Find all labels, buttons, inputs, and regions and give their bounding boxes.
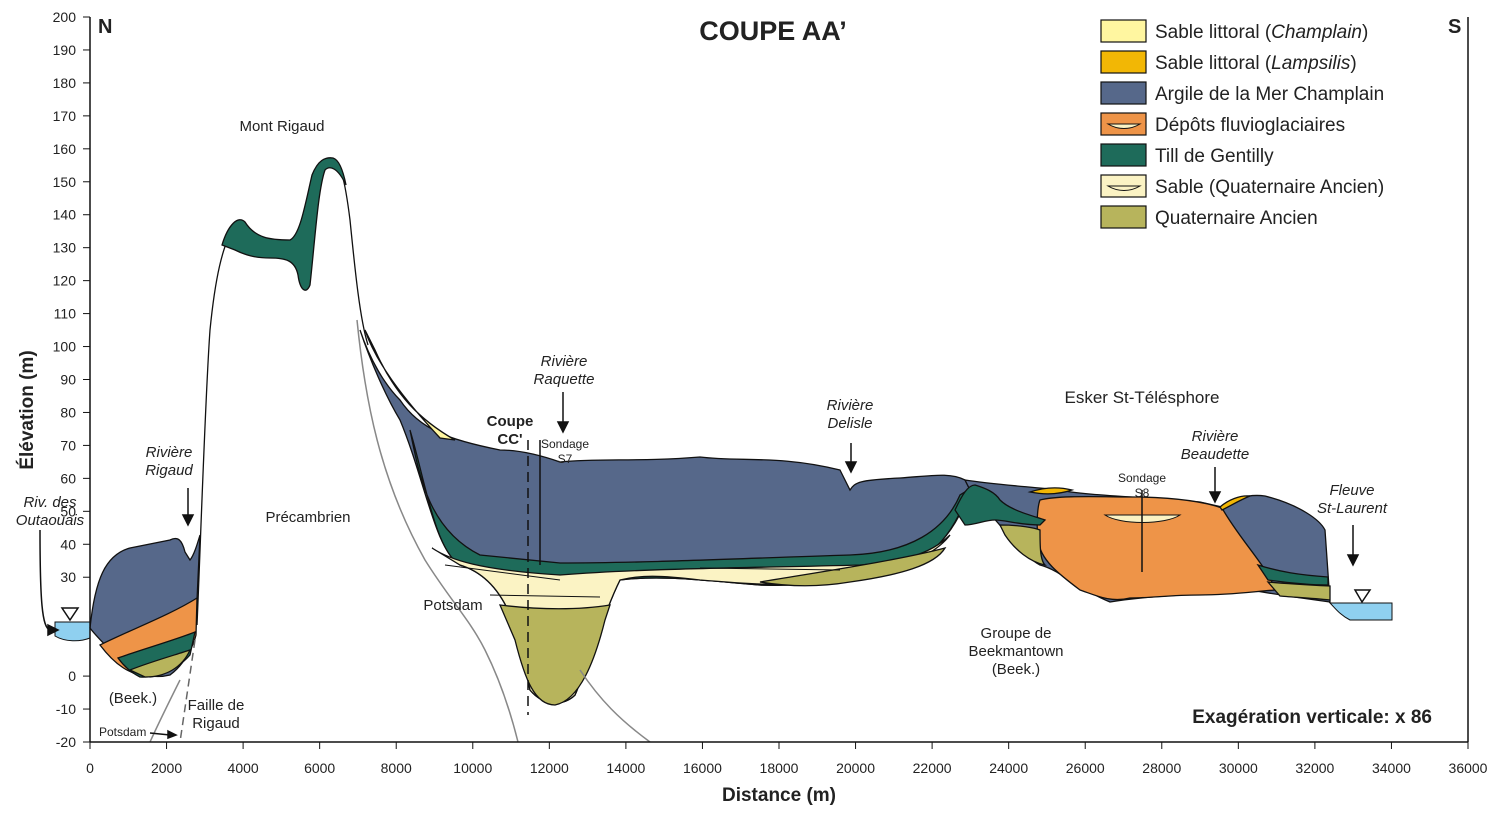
north: N <box>98 16 112 38</box>
x-tick-label: 4000 <box>228 760 259 776</box>
y-tick-label: 130 <box>53 240 77 256</box>
argile <box>360 330 970 703</box>
label: Exagération verticale: x 86 <box>1192 707 1432 728</box>
legend-text: Dépôts fluvioglaciaires <box>1155 115 1345 136</box>
y-tick-label: 200 <box>53 9 77 25</box>
quaternaire <box>500 605 610 705</box>
x-tick-label: 28000 <box>1142 760 1181 776</box>
x-tick-label: 2000 <box>151 760 182 776</box>
label: Mont Rigaud <box>239 118 324 135</box>
y-tick-label: 160 <box>53 141 77 157</box>
x-tick-label: 36000 <box>1449 760 1488 776</box>
y-tick-label: 150 <box>53 174 77 190</box>
legend-label: Sable littoral (Champlain) <box>1155 22 1368 43</box>
x-tick-label: 0 <box>86 760 94 776</box>
x-tick-label: 8000 <box>381 760 412 776</box>
y-tick-label: 110 <box>54 306 77 322</box>
label: Potsdam <box>99 725 146 739</box>
legend-label: Quaternaire Ancien <box>1155 208 1318 229</box>
legend-swatch <box>1101 20 1146 42</box>
cross-section: COUPE AA’ N S Mont Rigaud Précambrien Po… <box>0 0 1491 813</box>
y-tick-label: 60 <box>60 470 76 486</box>
legend-label: Argile de la Mer Champlain <box>1155 84 1384 105</box>
legend-text: Argile de la Mer Champlain <box>1155 84 1384 105</box>
x-tick-label: 12000 <box>530 760 569 776</box>
title: COUPE AA’ <box>699 16 847 46</box>
y-tick-label: 0 <box>68 668 76 684</box>
legend-swatch <box>1101 206 1146 228</box>
water <box>1330 603 1392 620</box>
legend-text: ) <box>1350 53 1356 74</box>
label: (Beek.) <box>109 690 157 707</box>
legend: Sable littoral (Champlain)Sable littoral… <box>1101 20 1384 229</box>
x-tick-label: 22000 <box>913 760 952 776</box>
legend-label: Dépôts fluvioglaciaires <box>1155 115 1345 136</box>
legend-text: Sable (Quaternaire Ancien) <box>1155 177 1384 198</box>
x-tick-label: 16000 <box>683 760 722 776</box>
label: Précambrien <box>265 509 350 526</box>
x-tick-label: 14000 <box>606 760 645 776</box>
legend-text: Champlain <box>1271 22 1362 43</box>
x-tick-label: 10000 <box>453 760 492 776</box>
legend-label: Sable (Quaternaire Ancien) <box>1155 177 1384 198</box>
y-tick-label: 100 <box>53 339 77 355</box>
x-tick-label: 20000 <box>836 760 875 776</box>
label: Esker St-Télésphore <box>1065 388 1220 407</box>
legend-text: Quaternaire Ancien <box>1155 208 1318 229</box>
y-tick-label: 80 <box>60 404 76 420</box>
x-tick-label: 26000 <box>1066 760 1105 776</box>
x-tick-label: 24000 <box>989 760 1028 776</box>
x-axis-label: Distance (m) <box>722 785 836 806</box>
quaternaire <box>1000 525 1045 565</box>
y-tick-label: 180 <box>53 75 77 91</box>
legend-text: ) <box>1362 22 1368 43</box>
y-tick-label: -10 <box>56 701 76 717</box>
legend-swatch <box>1101 51 1146 73</box>
y-tick-label: 120 <box>53 273 77 289</box>
y-tick-label: 30 <box>60 569 76 585</box>
y-tick-label: 140 <box>53 207 77 223</box>
y-tick-label: 190 <box>53 42 77 58</box>
x-tick-label: 18000 <box>760 760 799 776</box>
legend-text: Sable littoral ( <box>1155 22 1272 43</box>
y-tick-label: 170 <box>53 108 77 124</box>
y-tick-label: 90 <box>60 372 76 388</box>
x-tick-label: 30000 <box>1219 760 1258 776</box>
legend-swatch <box>1101 82 1146 104</box>
legend-swatch <box>1101 144 1146 166</box>
legend-text: Sable littoral ( <box>1155 53 1272 74</box>
legend-label: Sable littoral (Lampsilis) <box>1155 53 1357 74</box>
south: S <box>1448 16 1461 38</box>
y-tick-label: 70 <box>60 437 76 453</box>
y-tick-label: 40 <box>60 536 76 552</box>
y-axis-label: Élévation (m) <box>16 350 38 469</box>
legend-text: Till de Gentilly <box>1155 146 1274 167</box>
x-tick-label: 34000 <box>1372 760 1411 776</box>
label: Potsdam <box>423 597 482 614</box>
y-tick-label: 50 <box>60 503 76 519</box>
y-tick-label: -20 <box>56 734 76 750</box>
water <box>55 622 90 641</box>
legend-label: Till de Gentilly <box>1155 146 1274 167</box>
x-tick-label: 6000 <box>304 760 335 776</box>
bedrock-surface <box>197 158 368 625</box>
legend-text: Lampsilis <box>1271 53 1351 74</box>
x-tick-label: 32000 <box>1295 760 1334 776</box>
